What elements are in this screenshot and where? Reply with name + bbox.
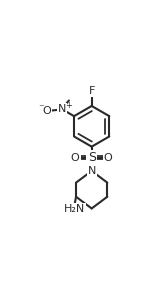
Text: O: O [43,106,51,116]
Text: S: S [88,151,96,164]
Text: N: N [58,104,66,114]
Text: O: O [104,153,112,163]
Text: ⁻: ⁻ [38,103,44,113]
Text: H₂N: H₂N [64,204,85,214]
Text: +: + [66,101,72,110]
Text: O: O [71,153,80,163]
Text: F: F [89,86,95,96]
Text: N: N [88,166,96,176]
